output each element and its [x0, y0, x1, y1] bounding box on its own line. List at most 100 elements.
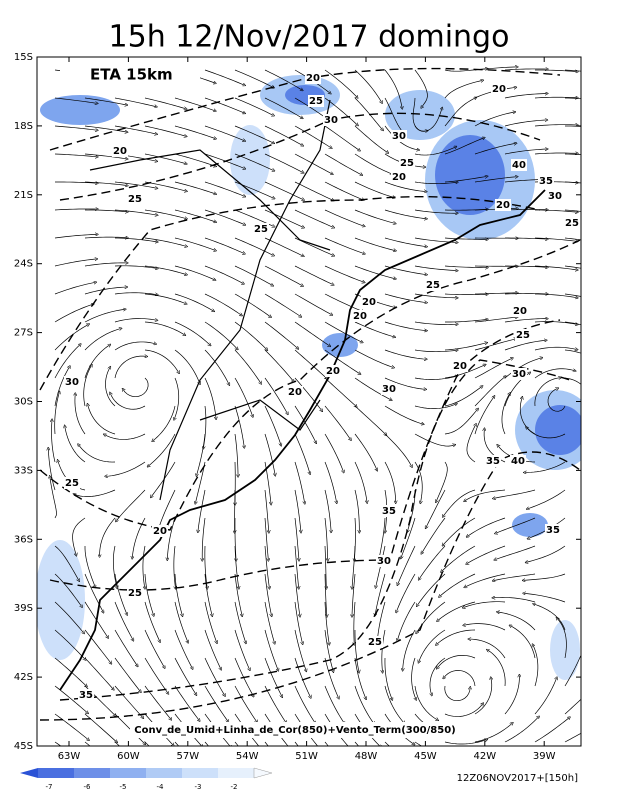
streamline: [384, 321, 426, 331]
streamline: [444, 265, 487, 268]
streamline: [534, 346, 577, 350]
streamline: [528, 489, 566, 509]
streamline: [504, 149, 547, 155]
streamline: [474, 317, 517, 323]
contour-label-bg: [538, 175, 554, 187]
streamline: [54, 97, 97, 103]
streamline: [384, 209, 426, 219]
streamline: [324, 405, 350, 439]
streamline: [464, 624, 506, 631]
contour-label-bg: [515, 329, 531, 341]
streamline: [444, 138, 484, 155]
streamline: [504, 358, 541, 379]
streamline: [264, 181, 303, 200]
streamline: [234, 265, 272, 285]
contour-label: 20: [288, 387, 302, 398]
streamline: [324, 209, 364, 226]
streamline: [114, 97, 156, 107]
contour-label-bg: [367, 636, 383, 648]
streamline: [469, 639, 506, 659]
streamline: [444, 670, 476, 687]
contour-label-bg: [399, 157, 415, 169]
streamline: [197, 433, 206, 475]
streamline: [54, 153, 97, 157]
lat-label: 21S: [14, 190, 33, 201]
streamline: [144, 125, 186, 136]
streamline: [467, 517, 506, 536]
streamline: [474, 177, 517, 183]
streamline: [443, 489, 476, 516]
streamline: [174, 153, 215, 166]
streamline: [174, 209, 215, 222]
streamline: [144, 293, 186, 304]
streamline: [264, 293, 301, 316]
lon-label: 57W: [176, 751, 199, 762]
streamline: [84, 629, 111, 663]
streamline: [148, 433, 176, 466]
streamline: [504, 120, 546, 127]
streamline: [264, 545, 269, 588]
streamline: [142, 545, 145, 588]
streamline: [84, 657, 113, 689]
streamline: [398, 545, 416, 584]
streamline: [173, 545, 176, 588]
streamline: [114, 181, 157, 188]
streamline: [504, 94, 547, 99]
streamline: [474, 293, 517, 294]
streamline: [174, 125, 215, 138]
streamline: [354, 377, 391, 400]
streamline: [564, 349, 581, 354]
streamline: [564, 153, 581, 155]
streamline: [234, 293, 270, 317]
streamline: [264, 153, 303, 172]
streamline: [501, 394, 510, 435]
streamline: [444, 704, 483, 717]
streamline: [504, 238, 547, 239]
streamline: [84, 309, 125, 323]
contour-label: 40: [512, 160, 526, 171]
streamline: [174, 601, 188, 642]
streamline: [198, 489, 206, 531]
colorbar-label: -4: [157, 783, 165, 791]
streamline: [494, 573, 536, 581]
streamline: [174, 377, 180, 419]
streamline: [54, 182, 97, 183]
streamline: [414, 404, 456, 409]
contour-label-bg: [325, 365, 341, 377]
lat-label: 39S: [14, 603, 33, 614]
streamline: [264, 321, 298, 348]
streamline: [414, 182, 457, 184]
streamline: [50, 477, 57, 519]
streamline: [234, 629, 249, 669]
streamline: [534, 368, 575, 379]
streamline: [354, 657, 366, 698]
lon-label: 60W: [117, 751, 140, 762]
streamline: [75, 394, 86, 435]
streamline: [264, 601, 274, 643]
streamline: [525, 461, 566, 472]
streamline: [384, 293, 426, 303]
contour-label-bg: [381, 505, 397, 517]
streamline: [74, 489, 116, 498]
streamline: [324, 601, 329, 644]
streamline: [114, 209, 157, 215]
streamline: [440, 573, 476, 596]
streamline: [398, 601, 416, 640]
streamline: [324, 153, 361, 175]
streamline: [294, 153, 332, 174]
streamline: [324, 517, 328, 560]
streamline: [466, 425, 476, 463]
streamline: [384, 657, 392, 699]
streamline: [84, 209, 127, 212]
streamline: [114, 318, 157, 323]
streamline: [153, 405, 176, 441]
streamline: [72, 517, 86, 555]
streamline: [354, 181, 394, 197]
streamline: [144, 573, 154, 615]
streamline: [84, 97, 126, 105]
streamline: [54, 325, 88, 351]
streamline: [144, 629, 164, 667]
streamline: [401, 517, 416, 558]
streamline: [444, 740, 486, 745]
streamline: [264, 657, 282, 696]
